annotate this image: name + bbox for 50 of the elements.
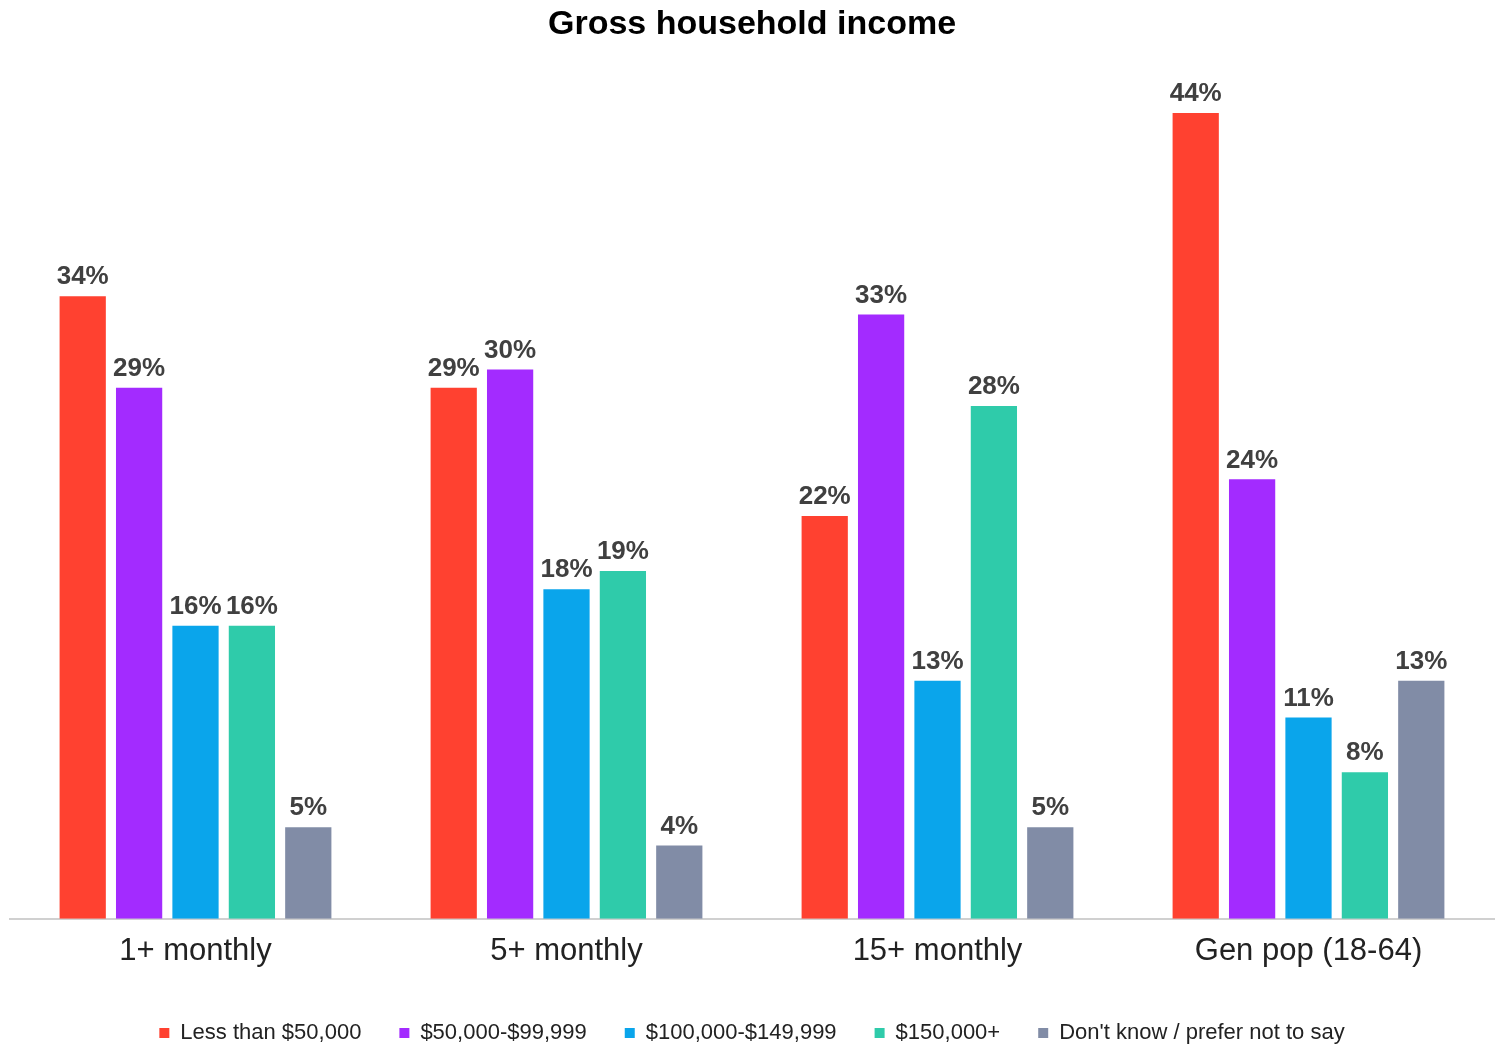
x-tick-label: Gen pop (18-64)	[1194, 931, 1423, 967]
legend-label: $100,000-$149,999	[645, 1019, 837, 1045]
bar	[1285, 717, 1332, 919]
data-label: 33%	[855, 278, 908, 309]
data-label: 5%	[1031, 791, 1070, 822]
bar	[285, 827, 332, 919]
legend-label: Less than $50,000	[180, 1019, 362, 1045]
x-tick-label: 1+ monthly	[119, 931, 273, 967]
data-label: 16%	[225, 589, 278, 620]
data-label: 34%	[56, 260, 109, 291]
bar	[430, 387, 477, 919]
bar	[1027, 827, 1074, 919]
data-label: 19%	[596, 535, 649, 566]
data-label: 29%	[113, 351, 166, 382]
bar	[59, 296, 106, 919]
data-label: 16%	[169, 589, 222, 620]
legend-label: $50,000-$99,999	[420, 1019, 587, 1045]
legend-label: Don't know / prefer not to say	[1059, 1019, 1345, 1045]
bar	[1172, 113, 1219, 919]
data-label: 29%	[427, 351, 480, 382]
bar	[486, 369, 534, 919]
bar	[1341, 772, 1389, 919]
bar	[228, 625, 276, 919]
data-label: 8%	[1346, 736, 1384, 767]
data-label: 44%	[1169, 77, 1222, 108]
x-tick-label: 15+ monthly	[852, 931, 1023, 967]
data-label: 24%	[1226, 443, 1279, 474]
bar	[172, 625, 219, 919]
data-label: 4%	[660, 809, 699, 840]
data-label: 30%	[484, 333, 537, 364]
bar	[1398, 680, 1445, 919]
data-label: 13%	[1395, 644, 1448, 675]
bar	[115, 387, 163, 919]
bar	[656, 845, 703, 919]
data-label: 13%	[911, 644, 964, 675]
bar	[1228, 479, 1276, 919]
data-label: 18%	[540, 553, 593, 584]
bar	[914, 680, 961, 919]
data-label: 11%	[1283, 681, 1334, 712]
bar	[857, 314, 905, 919]
chart-title: Gross household income	[547, 2, 957, 41]
data-label: 28%	[967, 370, 1020, 401]
data-label: 22%	[798, 480, 851, 511]
legend-label: $150,000+	[895, 1019, 1001, 1045]
x-tick-label: 5+ monthly	[490, 931, 644, 967]
bar	[970, 406, 1018, 919]
bar	[599, 570, 647, 919]
bar	[801, 515, 848, 919]
bar	[543, 589, 590, 919]
data-label: 5%	[289, 791, 328, 822]
